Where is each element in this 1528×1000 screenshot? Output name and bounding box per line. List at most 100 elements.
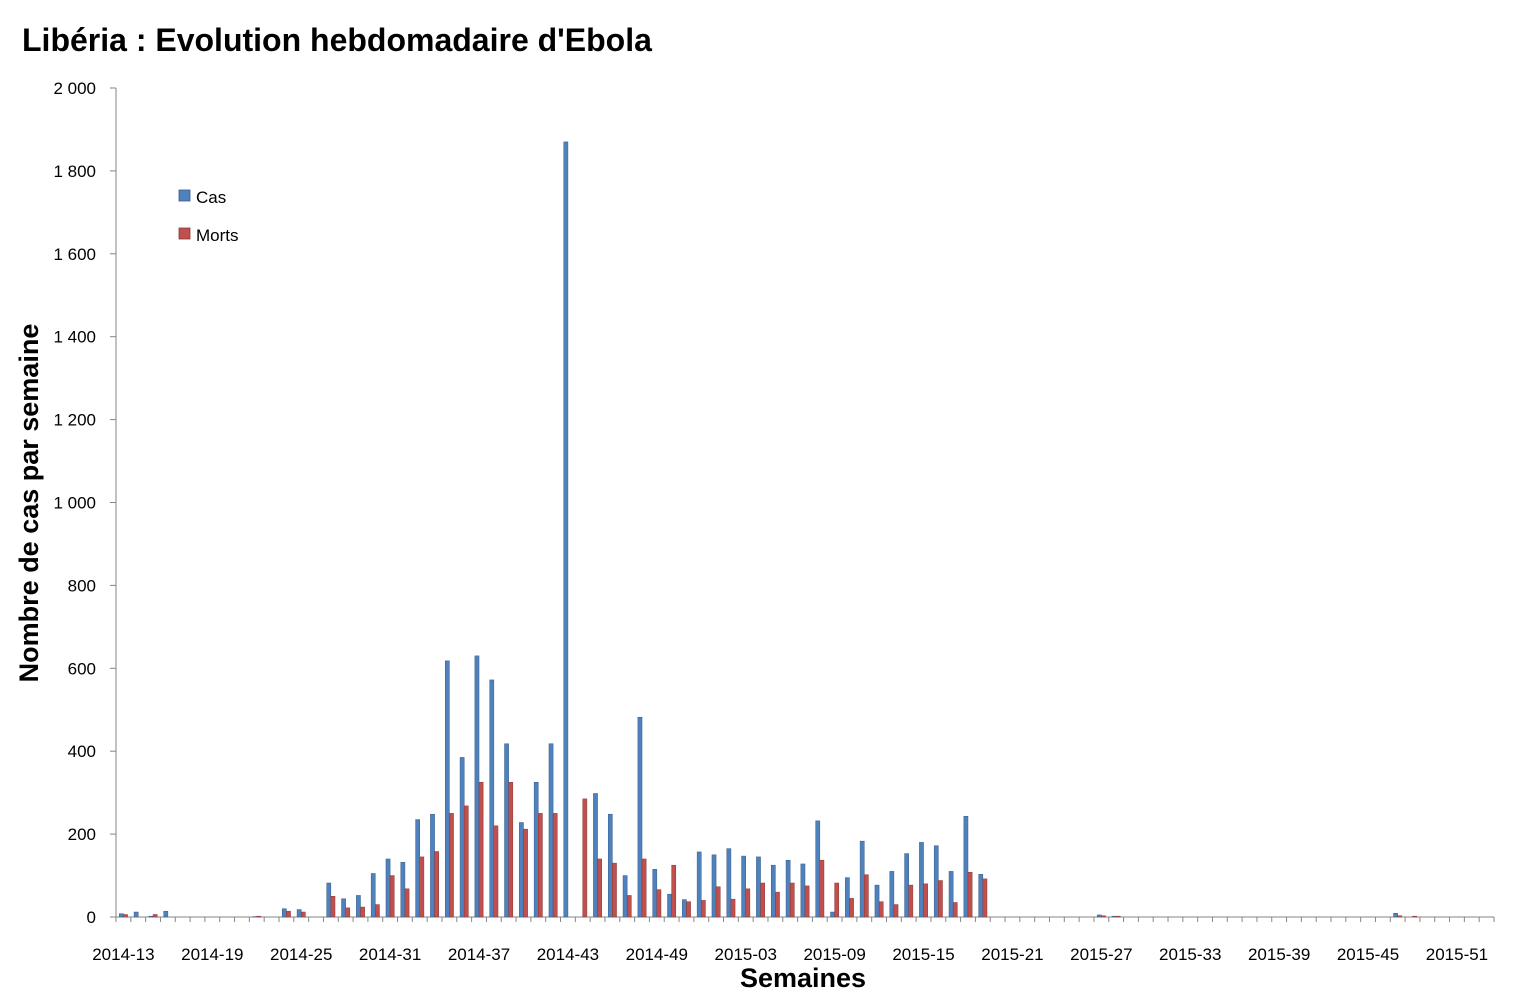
bar-morts: [982, 878, 988, 918]
x-tick-label: 2014-13: [92, 945, 154, 964]
bar-cas: [696, 851, 702, 918]
bar-cas: [948, 871, 954, 918]
bar-morts: [300, 911, 306, 918]
bar-cas: [474, 655, 480, 918]
x-tick-label: 2015-03: [715, 945, 777, 964]
legend-label-cas: Cas: [196, 188, 226, 207]
bar-morts: [730, 898, 736, 918]
y-tick-label: 1 600: [53, 245, 96, 264]
bar-morts: [508, 782, 514, 918]
bar-morts: [641, 858, 647, 918]
y-tick-label: 600: [68, 659, 96, 678]
y-tick-label: 1 800: [53, 162, 96, 181]
bar-morts: [834, 882, 840, 918]
y-tick-label: 1 000: [53, 494, 96, 513]
bar-cas: [133, 911, 139, 918]
bar-cas: [489, 679, 495, 918]
bar-cas: [637, 716, 643, 918]
bar-morts: [686, 901, 691, 918]
bar-cas: [933, 845, 939, 918]
y-axis: 0 200 400 600 800 1 000 1 200 1 400 1 600 1 800 2 …: [53, 79, 117, 927]
y-tick-label: 400: [68, 742, 96, 761]
bar-morts: [152, 914, 158, 918]
bar-cas: [711, 854, 717, 918]
bar-cas: [282, 908, 287, 918]
bar-morts: [419, 856, 425, 918]
x-tick-label: 2015-15: [892, 945, 954, 964]
bar-cas: [356, 895, 361, 918]
bar-morts: [864, 874, 869, 918]
bar-cas: [519, 822, 524, 918]
x-tick-label: 2014-31: [359, 945, 421, 964]
x-tick-label: 2015-27: [1070, 945, 1132, 964]
bar-morts: [1115, 915, 1121, 918]
bar-morts: [626, 895, 632, 918]
bar-morts: [463, 805, 469, 918]
y-tick-label: 1 400: [53, 328, 96, 347]
bar-cas: [148, 915, 154, 918]
x-tick-label: 2015-21: [981, 945, 1043, 964]
bar-cas: [593, 793, 598, 918]
bar-cas: [444, 660, 450, 918]
bar-morts: [493, 825, 499, 918]
bar-cas: [119, 913, 124, 918]
bar-morts: [878, 901, 884, 918]
bar-morts: [819, 859, 825, 918]
bar-cas: [963, 816, 969, 918]
bar-cas: [430, 813, 435, 918]
bar-cas: [548, 743, 554, 918]
bar-cas: [385, 858, 391, 918]
x-axis-title: Semaines: [740, 963, 866, 993]
bar-morts: [597, 858, 602, 918]
bar-cas: [785, 859, 791, 918]
bar-cas: [459, 757, 465, 918]
x-axis: 2014-13 2014-19 2014-25 2014-31 2014-37 2014-…: [92, 916, 1495, 964]
bar-morts: [449, 813, 454, 918]
bar-morts: [612, 862, 617, 918]
bar-morts: [375, 904, 380, 918]
bar-cas: [1393, 913, 1398, 918]
bar-cas: [533, 782, 539, 918]
bar-cas: [326, 882, 332, 918]
bar-cas: [415, 819, 421, 918]
bar-morts: [745, 888, 751, 918]
bar-morts: [582, 798, 588, 918]
y-tick-label: 800: [68, 576, 96, 595]
legend-label-morts: Morts: [196, 226, 239, 245]
bar-cas: [770, 864, 776, 918]
bar-cas: [889, 871, 895, 918]
bar-cas: [163, 910, 169, 918]
legend: Cas Morts: [178, 188, 239, 245]
bar-cas: [296, 909, 302, 918]
y-tick-label: 200: [68, 825, 96, 844]
bar-cas: [682, 899, 687, 918]
x-tick-label: 2014-25: [270, 945, 332, 964]
bar-morts: [656, 889, 662, 918]
bar-morts: [286, 910, 291, 918]
bar-morts: [967, 871, 973, 918]
x-tick-label: 2014-37: [448, 945, 510, 964]
bar-morts: [478, 782, 484, 918]
x-tick-label: 2015-51: [1426, 945, 1488, 964]
y-axis-title: Nombre de cas par semaine: [14, 324, 44, 683]
bar-morts: [1397, 915, 1403, 918]
bar-cas: [815, 820, 821, 918]
bar-cas: [859, 840, 865, 918]
bar-cas: [504, 743, 509, 918]
bar-cas: [667, 893, 672, 918]
bar-morts: [671, 864, 677, 918]
x-tick-label: 2014-49: [626, 945, 688, 964]
bar-morts: [849, 898, 854, 918]
bar-morts: [923, 883, 928, 918]
x-tick-label: 2015-33: [1159, 945, 1221, 964]
bar-morts: [938, 880, 943, 918]
bars: [119, 141, 1417, 918]
x-tick-label: 2014-43: [537, 945, 599, 964]
bar-cas: [1096, 914, 1102, 918]
chart-title: Libéria : Evolution hebdomadaire d'Ebola: [22, 22, 652, 58]
x-tick-label: 2015-45: [1337, 945, 1399, 964]
bar-morts: [789, 882, 795, 918]
bar-morts: [389, 875, 395, 918]
bar-morts: [775, 891, 780, 918]
